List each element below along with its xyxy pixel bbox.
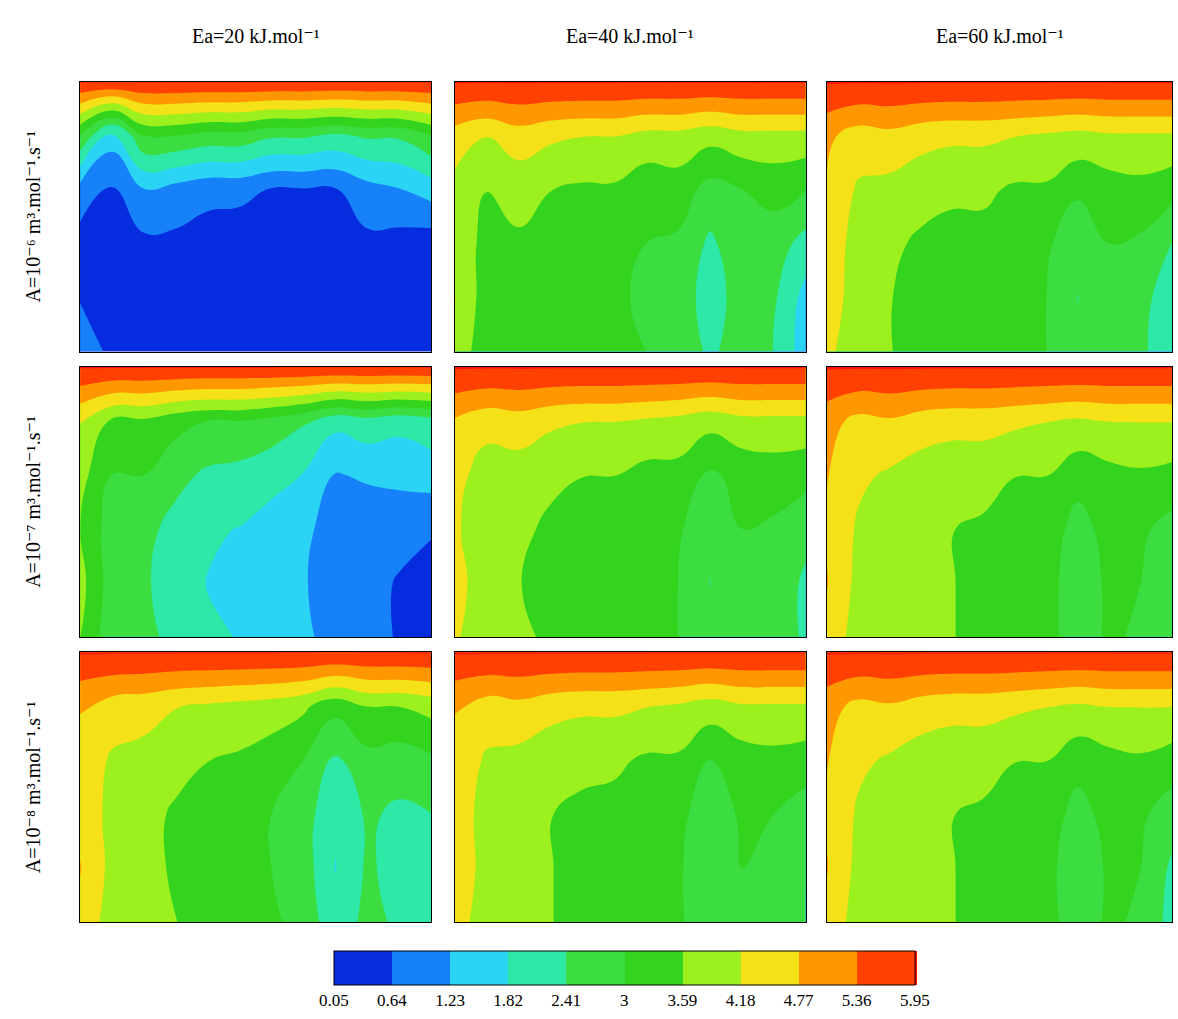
svg-text:Ea=40 kJ.mol⁻¹: Ea=40 kJ.mol⁻¹ (566, 25, 694, 47)
svg-text:3: 3 (620, 991, 629, 1010)
svg-text:0.05: 0.05 (319, 991, 349, 1010)
svg-text:1.82: 1.82 (493, 991, 523, 1010)
svg-text:A=10⁻⁶ m³.mol⁻¹.s⁻¹: A=10⁻⁶ m³.mol⁻¹.s⁻¹ (22, 131, 44, 303)
svg-text:5.95: 5.95 (900, 991, 930, 1010)
svg-text:A=10⁻⁷ m³.mol⁻¹.s⁻¹: A=10⁻⁷ m³.mol⁻¹.s⁻¹ (22, 416, 44, 588)
svg-text:0.64: 0.64 (377, 991, 407, 1010)
svg-text:2.41: 2.41 (551, 991, 581, 1010)
svg-text:Ea=20 kJ.mol⁻¹: Ea=20 kJ.mol⁻¹ (192, 25, 320, 47)
svg-text:A=10⁻⁸ m³.mol⁻¹.s⁻¹: A=10⁻⁸ m³.mol⁻¹.s⁻¹ (22, 701, 44, 873)
svg-text:5.36: 5.36 (842, 991, 872, 1010)
svg-text:Ea=60 kJ.mol⁻¹: Ea=60 kJ.mol⁻¹ (936, 25, 1064, 47)
svg-text:4.77: 4.77 (784, 991, 814, 1010)
svg-text:4.18: 4.18 (726, 991, 756, 1010)
svg-text:1.23: 1.23 (435, 991, 465, 1010)
svg-text:3.59: 3.59 (668, 991, 698, 1010)
